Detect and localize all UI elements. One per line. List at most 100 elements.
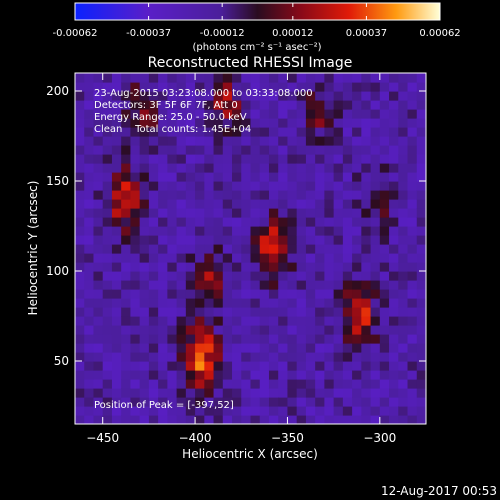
heatmap-cell bbox=[139, 172, 150, 182]
heatmap-cell bbox=[102, 73, 113, 83]
heatmap-cell bbox=[324, 118, 335, 128]
heatmap-cell bbox=[232, 82, 242, 92]
heatmap-cell bbox=[352, 406, 362, 416]
heatmap-cell bbox=[232, 199, 242, 209]
heatmap-cell bbox=[158, 100, 168, 110]
heatmap-cell bbox=[204, 82, 215, 92]
heatmap-cell bbox=[361, 325, 372, 335]
heatmap-cell bbox=[102, 280, 113, 290]
heatmap-cell bbox=[324, 199, 335, 209]
heatmap-cell bbox=[139, 235, 150, 245]
heatmap-cell bbox=[93, 325, 104, 335]
heatmap-cell bbox=[296, 208, 307, 218]
heatmap-cell bbox=[305, 100, 316, 110]
heatmap-cell bbox=[278, 109, 289, 119]
heatmap-cell bbox=[111, 208, 122, 218]
heatmap-cell bbox=[259, 226, 270, 236]
heatmap-cell bbox=[102, 289, 113, 299]
heatmap-cell bbox=[342, 406, 353, 416]
heatmap-cell bbox=[121, 127, 132, 137]
heatmap-cell bbox=[305, 145, 316, 155]
heatmap-cell bbox=[204, 253, 215, 263]
heatmap-cell bbox=[278, 415, 289, 424]
heatmap-cell bbox=[416, 343, 426, 353]
heatmap-cell bbox=[121, 181, 132, 191]
heatmap-cell bbox=[268, 163, 279, 173]
heatmap-cell bbox=[185, 109, 196, 119]
heatmap-cell bbox=[278, 271, 289, 281]
heatmap-cell bbox=[111, 253, 122, 263]
heatmap-cell bbox=[176, 100, 187, 110]
heatmap-cell bbox=[296, 370, 307, 380]
heatmap-cell bbox=[250, 271, 261, 281]
heatmap-cell bbox=[287, 298, 298, 308]
heatmap-cell bbox=[416, 100, 426, 110]
heatmap-cell bbox=[315, 217, 325, 227]
heatmap-cell bbox=[121, 208, 132, 218]
heatmap-cell bbox=[213, 235, 224, 245]
heatmap-cell bbox=[139, 370, 150, 380]
heatmap-cell bbox=[222, 145, 233, 155]
heatmap-cell bbox=[185, 154, 196, 164]
heatmap-cell bbox=[389, 307, 399, 317]
heatmap-cell bbox=[278, 406, 289, 416]
heatmap-cell bbox=[259, 415, 270, 424]
heatmap-cell bbox=[342, 334, 353, 344]
heatmap-cell bbox=[268, 208, 279, 218]
heatmap-cell bbox=[148, 406, 159, 416]
heatmap-cell bbox=[296, 190, 307, 200]
heatmap-cell bbox=[352, 388, 362, 398]
heatmap-cell bbox=[305, 298, 316, 308]
heatmap-cell bbox=[352, 325, 362, 335]
heatmap-cell bbox=[370, 316, 381, 326]
heatmap-cell bbox=[139, 217, 150, 227]
heatmap-cell bbox=[287, 289, 298, 299]
heatmap-cell bbox=[84, 118, 95, 128]
heatmap-cell bbox=[232, 325, 242, 335]
heatmap-cell bbox=[324, 370, 335, 380]
heatmap-cell bbox=[93, 289, 104, 299]
heatmap-cell bbox=[185, 307, 196, 317]
heatmap-cell bbox=[204, 100, 215, 110]
heatmap-cell bbox=[195, 181, 205, 191]
heatmap-cell bbox=[213, 352, 224, 362]
heatmap-cell bbox=[333, 235, 344, 245]
heatmap-cell bbox=[324, 271, 335, 281]
heatmap-cell bbox=[167, 325, 178, 335]
heatmap-cell bbox=[296, 262, 307, 272]
heatmap-cell bbox=[148, 415, 159, 424]
colorbar-tick-label: -0.00012 bbox=[200, 28, 245, 39]
heatmap-cell bbox=[259, 397, 270, 407]
heatmap-cell bbox=[361, 361, 372, 371]
heatmap-cell bbox=[232, 190, 242, 200]
heatmap-cell bbox=[407, 388, 418, 398]
heatmap-cell bbox=[84, 280, 95, 290]
heatmap-cell bbox=[75, 181, 85, 191]
heatmap-cell bbox=[305, 118, 316, 128]
heatmap-cell bbox=[250, 235, 261, 245]
heatmap-cell bbox=[250, 325, 261, 335]
heatmap-cell bbox=[315, 325, 325, 335]
heatmap-cell bbox=[241, 334, 252, 344]
heatmap-cell bbox=[250, 73, 261, 83]
heatmap-cell bbox=[75, 262, 85, 272]
heatmap-cell bbox=[324, 361, 335, 371]
heatmap-cell bbox=[352, 352, 362, 362]
heatmap-cell bbox=[259, 136, 270, 146]
heatmap-cell bbox=[176, 73, 187, 83]
heatmap-cell bbox=[222, 217, 233, 227]
heatmap-cell bbox=[213, 100, 224, 110]
heatmap-cell bbox=[342, 190, 353, 200]
heatmap-cell bbox=[361, 298, 372, 308]
heatmap-cell bbox=[167, 82, 178, 92]
heatmap-cell bbox=[259, 325, 270, 335]
heatmap-cell bbox=[361, 172, 372, 182]
heatmap-cell bbox=[204, 172, 215, 182]
heatmap-cell bbox=[278, 325, 289, 335]
heatmap-cell bbox=[342, 199, 353, 209]
heatmap-cell bbox=[84, 316, 95, 326]
heatmap-cell bbox=[361, 253, 372, 263]
heatmap-cell bbox=[111, 82, 122, 92]
heatmap-cell bbox=[268, 379, 279, 389]
